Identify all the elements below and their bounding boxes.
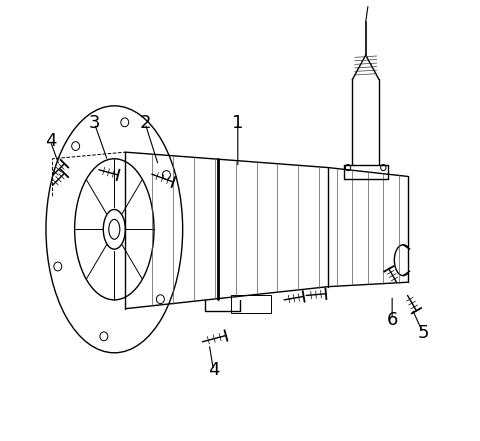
Ellipse shape [346, 164, 351, 171]
Text: 4: 4 [208, 362, 219, 379]
Ellipse shape [100, 332, 108, 341]
Ellipse shape [381, 164, 386, 171]
Text: 3: 3 [89, 115, 100, 132]
Ellipse shape [121, 118, 129, 127]
Text: 6: 6 [386, 311, 398, 329]
Ellipse shape [156, 295, 164, 303]
Text: 4: 4 [45, 132, 56, 150]
Ellipse shape [162, 171, 170, 179]
Text: 1: 1 [232, 115, 243, 132]
Ellipse shape [72, 142, 80, 150]
Ellipse shape [54, 262, 62, 271]
Ellipse shape [103, 209, 125, 249]
Text: 2: 2 [139, 115, 151, 132]
Text: 5: 5 [417, 324, 429, 342]
